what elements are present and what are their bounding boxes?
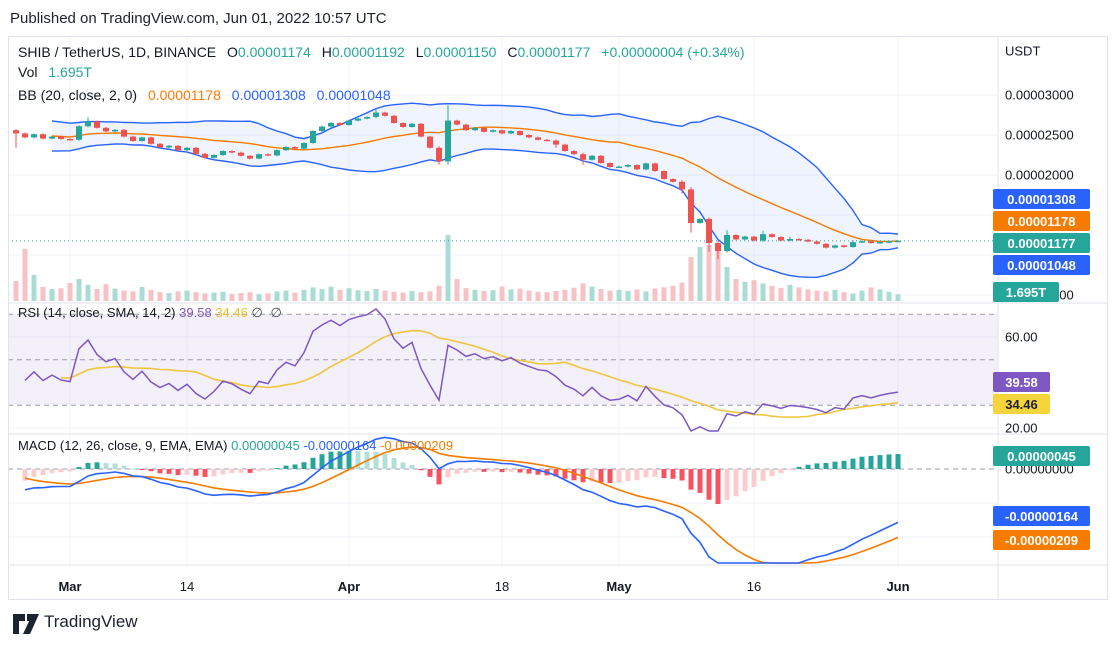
symbol-row: SHIB / TetherUS, 1D, BINANCE O0.00001174… [18,42,752,62]
rsi-ma-value: 34.46 [215,305,248,320]
time-axis-tick-jun: Jun [886,579,910,594]
low-label: L [415,44,424,60]
rsi-title[interactable]: RSI (14, close, SMA, 14, 2) [18,305,176,320]
price-badge-last-price: 0.00001177 [993,233,1090,253]
macd-legend: MACD (12, 26, close, 9, EMA, EMA) 0.0000… [18,438,453,453]
main-legend: SHIB / TetherUS, 1D, BINANCE O0.00001174… [18,42,752,104]
macd-line-badge: -0.00000164 [993,506,1090,526]
bb-lower-value: 0.00001048 [316,87,391,103]
time-axis-tick-apr: Apr [337,579,361,594]
price-badge-bb-upper: 0.00001308 [993,189,1090,209]
high-label: H [321,44,332,60]
rsi-axis-tick: 20.00 [1005,420,1038,436]
price-axis-tick: 0.00003000 [1005,87,1074,103]
price-badge-bb-lower: 0.00001048 [993,255,1090,275]
time-axis-tick-16: 16 [746,579,762,594]
rsi-band-empty-2: ∅ [270,305,282,320]
macd-line-value: -0.00000164 [303,438,377,453]
open-label: O [227,44,238,60]
volume-value: 1.695T [48,64,92,80]
low-value: 0.00001150 [423,44,497,60]
macd-signal-badge: -0.00000209 [993,530,1090,550]
macd-hist-badge: 0.00000045 [993,446,1090,466]
rsi-value: 39.58 [179,305,212,320]
volume-badge: 1.695T [993,282,1059,302]
macd-title[interactable]: MACD (12, 26, close, 9, EMA, EMA) [18,438,228,453]
bb-row: BB (20, close, 2, 0) 0.00001178 0.000013… [18,82,752,104]
time-axis-tick-14: 14 [179,579,195,594]
symbol-title[interactable]: SHIB / TetherUS, 1D, BINANCE [18,44,217,60]
time-axis-tick-18: 18 [494,579,510,594]
change-value: +0.00000004 (+0.34%) [601,44,745,60]
close-label: C [507,44,518,60]
bb-basis-value: 0.00001178 [147,87,221,103]
price-axis-tick: 0.00002000 [1005,167,1074,183]
tradingview-logo-icon[interactable] [12,612,40,636]
volume-row: Vol 1.695T [18,62,752,82]
footer-brand[interactable]: TradingView [44,612,138,631]
macd-signal-value: -0.00000209 [380,438,454,453]
published-caption: Published on TradingView.com, Jun 01, 20… [10,10,387,27]
time-axis-tick-may: May [606,579,632,594]
open-value: 0.00001174 [237,44,311,60]
rsi-band-empty-1: ∅ [251,305,263,320]
close-value: 0.00001177 [517,44,591,60]
rsi-legend: RSI (14, close, SMA, 14, 2) 39.58 34.46 … [18,305,282,321]
macd-hist-value: 0.00000045 [231,438,300,453]
rsi-ma-badge: 34.46 [993,394,1050,414]
bb-title[interactable]: BB (20, close, 2, 0) [18,87,138,103]
axis-currency-label: USDT [1005,43,1041,59]
volume-label[interactable]: Vol [18,64,38,80]
rsi-badge: 39.58 [993,372,1050,392]
high-value: 0.00001192 [331,44,405,60]
bb-upper-value: 0.00001308 [231,87,306,103]
price-axis-tick: 0.00002500 [1005,127,1074,143]
rsi-axis-tick: 60.00 [1005,329,1038,345]
time-axis-tick-mar: Mar [58,579,82,594]
price-badge-bb-basis: 0.00001178 [993,211,1090,231]
